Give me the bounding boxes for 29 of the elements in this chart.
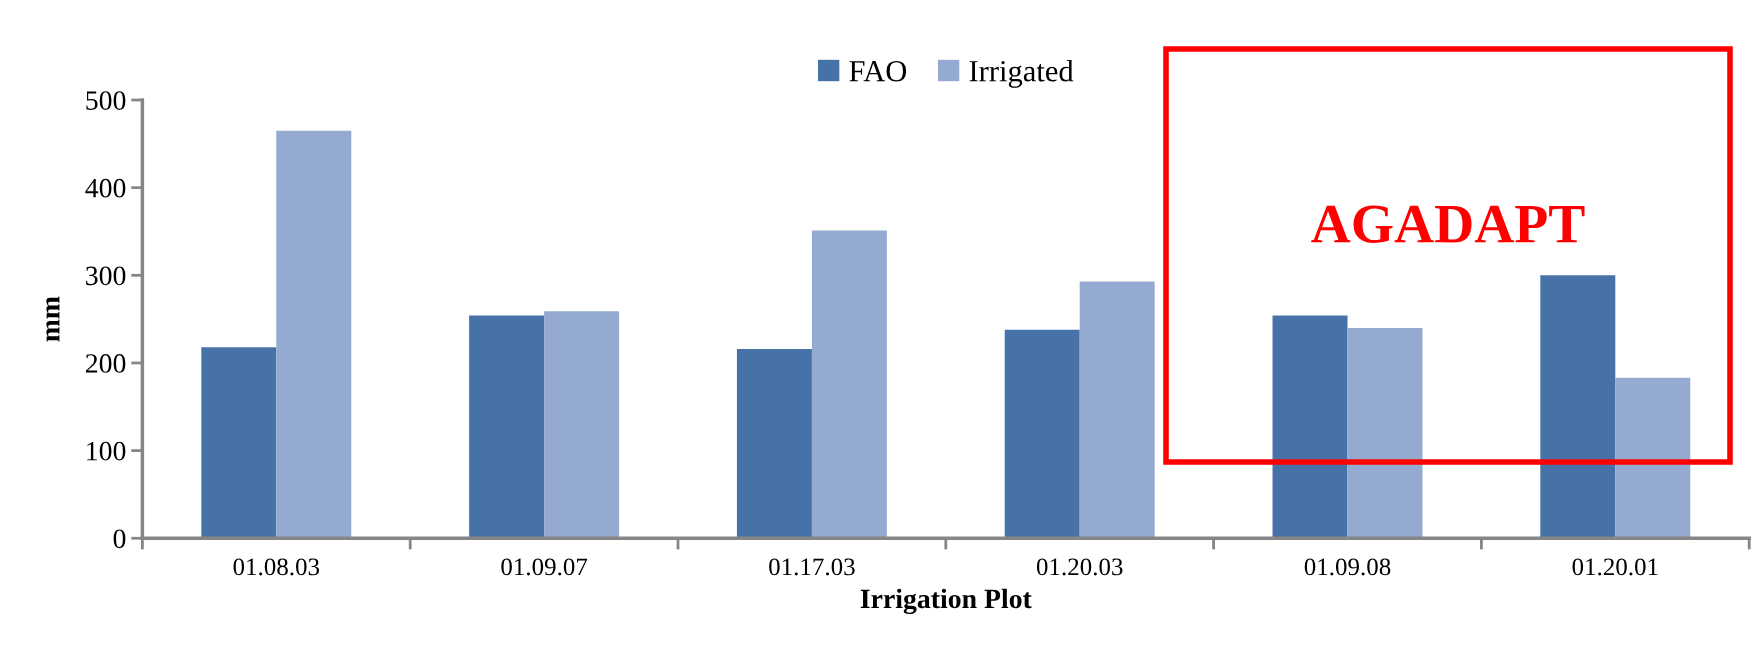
bar [544, 311, 620, 539]
bar [1004, 329, 1080, 539]
bar [1347, 327, 1423, 539]
bar [1615, 377, 1691, 539]
x-tick-label: 01.08.03 [233, 558, 320, 576]
bar [276, 130, 352, 539]
x-tick-label: 01.20.03 [1036, 558, 1123, 576]
bar [1272, 315, 1348, 539]
bar [469, 315, 545, 539]
annotation: AGADAPT [1311, 205, 1585, 243]
x-tick-label: 01.09.07 [501, 558, 588, 576]
y-tick-label: 0 [113, 529, 126, 549]
x-tick-label: 01.20.01 [1572, 558, 1658, 576]
y-tick-label: 200 [85, 354, 126, 373]
bar [736, 348, 812, 539]
x-tick-label: 01.09.08 [1304, 558, 1391, 576]
x-axis-title: Irrigation Plot [860, 588, 1032, 615]
y-tick-label: 500 [86, 91, 126, 110]
legend-label: FAO [849, 60, 907, 82]
bar [201, 347, 277, 539]
x-tick-label: 01.17.03 [769, 558, 855, 576]
bar [1079, 281, 1155, 539]
y-tick-label: 100 [87, 441, 126, 461]
y-axis-title: mm [46, 296, 60, 342]
bar [811, 230, 887, 539]
legend-label: Irrigated [969, 60, 1074, 88]
y-tick-label: 300 [86, 266, 126, 286]
y-tick-label: 400 [85, 178, 126, 198]
bar [1540, 275, 1616, 539]
